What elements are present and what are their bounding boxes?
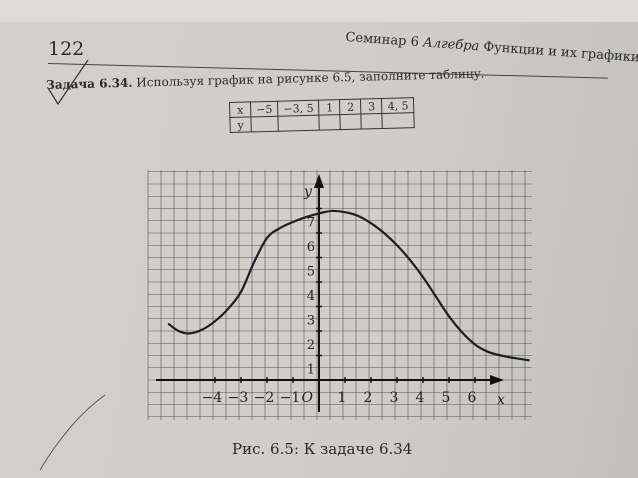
page-number: 122: [48, 38, 85, 60]
y-tick-label: 6: [307, 240, 315, 255]
y-tick-label: 3: [307, 314, 315, 329]
x-tick-label: 1: [338, 390, 347, 406]
y-tick-label: 4: [307, 289, 315, 304]
x-axis-label: x: [497, 392, 505, 408]
x-tick-label: −4: [202, 390, 223, 406]
x-tick-label: −1: [280, 390, 301, 406]
y-tick-label: 2: [307, 338, 315, 353]
x-tick-label: 3: [390, 390, 399, 406]
figure-caption: Рис. 6.5: К задаче 6.34: [232, 440, 413, 458]
y-tick-label: 1: [307, 363, 315, 378]
x-tick-label: 2: [364, 390, 373, 406]
y-axis-label: y: [303, 184, 313, 200]
pen-stroke: [39, 394, 106, 471]
x-tick-label: −2: [254, 390, 275, 406]
y-tick-label: 7: [307, 216, 315, 231]
x-tick-label: 5: [442, 390, 451, 406]
previous-page-edge: [0, 0, 638, 22]
origin-label: O: [302, 390, 314, 406]
y-axis-arrow: [314, 174, 324, 188]
pen-checkmark: [47, 59, 89, 106]
x-tick-label: −3: [228, 390, 249, 406]
y-tick-label: 5: [307, 265, 315, 280]
x-tick-label: 4: [416, 390, 425, 406]
x-tick-label: 6: [468, 390, 477, 406]
x-axis-arrow: [490, 375, 504, 385]
function-curve: [167, 209, 530, 362]
